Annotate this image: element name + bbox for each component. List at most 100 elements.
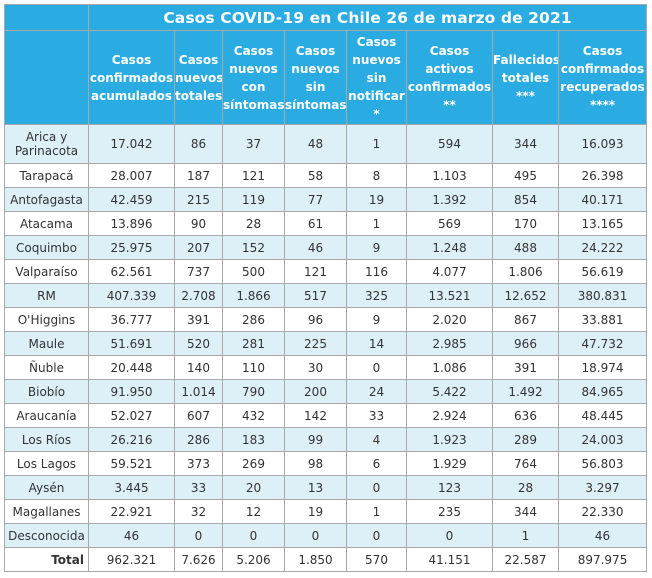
region-name: Magallanes [4, 499, 89, 524]
table-row: O'Higgins 36.777 391 286 96 9 2.020 867 33.881 [4, 307, 648, 332]
table-cell: 520 [174, 331, 223, 356]
table-row: Araucanía 52.027 607 432 142 33 2.924 636 48.445 [4, 403, 648, 428]
table-row: Los Lagos 59.521 373 269 98 6 1.929 764 56.803 [4, 451, 648, 476]
table-cell: 86 [174, 124, 223, 164]
table-row: Antofagasta 42.459 215 119 77 19 1.392 854 40.17… [4, 187, 648, 212]
table-cell: 13.896 [88, 211, 175, 236]
total-cell: 1.850 [284, 547, 347, 572]
table-body: Arica y Parinacota 17.042 86 37 48 1 594 344 16.… [4, 124, 648, 548]
table-cell: 19 [346, 187, 407, 212]
table-cell: 0 [346, 475, 407, 500]
table-row: Magallanes 22.921 32 12 19 1 235 344 22.330 [4, 499, 648, 524]
table-cell: 0 [406, 523, 493, 548]
table-cell: 380.831 [557, 283, 648, 308]
table-cell: 26.216 [88, 427, 175, 452]
table-cell: 5.422 [406, 379, 493, 404]
table-cell: 1 [346, 124, 407, 164]
table-cell: 96 [284, 307, 347, 332]
table-cell: 1 [346, 211, 407, 236]
table-cell: 28 [492, 475, 559, 500]
table-cell: 13.521 [406, 283, 493, 308]
table-cell: 17.042 [88, 124, 175, 164]
table-cell: 207 [174, 235, 223, 260]
table-cell: 391 [174, 307, 223, 332]
table-cell: 90 [174, 211, 223, 236]
table-cell: 0 [174, 523, 223, 548]
table-cell: 488 [492, 235, 559, 260]
total-cell: 897.975 [557, 547, 648, 572]
table-cell: 47.732 [557, 331, 648, 356]
table-cell: 1.866 [222, 283, 285, 308]
table-cell: 500 [222, 259, 285, 284]
table-cell: 24.222 [557, 235, 648, 260]
table-cell: 183 [222, 427, 285, 452]
table-cell: 30 [284, 355, 347, 380]
region-name: Los Ríos [4, 427, 89, 452]
table-cell: 46 [284, 235, 347, 260]
table-cell: 737 [174, 259, 223, 284]
table-cell: 407.339 [88, 283, 175, 308]
table-cell: 37 [222, 124, 285, 164]
table-cell: 607 [174, 403, 223, 428]
table-cell: 281 [222, 331, 285, 356]
total-cell: 7.626 [174, 547, 223, 572]
table-cell: 152 [222, 235, 285, 260]
table-row: Biobío 91.950 1.014 790 200 24 5.422 1.492 84.96… [4, 379, 648, 404]
table-cell: 215 [174, 187, 223, 212]
region-name: Tarapacá [4, 163, 89, 188]
table-cell: 46 [557, 523, 648, 548]
table-cell: 966 [492, 331, 559, 356]
table-cell: 289 [492, 427, 559, 452]
table-cell: 77 [284, 187, 347, 212]
table-row: Ñuble 20.448 140 110 30 0 1.086 391 18.974 [4, 355, 648, 380]
table-cell: 22.330 [557, 499, 648, 524]
region-name: RM [4, 283, 89, 308]
table-cell: 764 [492, 451, 559, 476]
table-cell: 2.924 [406, 403, 493, 428]
table-cell: 2.985 [406, 331, 493, 356]
table-cell: 432 [222, 403, 285, 428]
header-confirmados-acumulados: Casos confirmados acumulados [88, 30, 175, 125]
covid-table-container: Casos COVID-19 en Chile 26 de marzo de 2… [4, 4, 648, 574]
table-cell: 286 [222, 307, 285, 332]
table-row: Aysén 3.445 33 20 13 0 123 28 3.297 [4, 475, 648, 500]
table-row: Valparaíso 62.561 737 500 121 116 4.077 1.806 56… [4, 259, 648, 284]
table-cell: 13 [284, 475, 347, 500]
region-name: Valparaíso [4, 259, 89, 284]
table-cell: 0 [346, 355, 407, 380]
table-cell: 4 [346, 427, 407, 452]
table-cell: 235 [406, 499, 493, 524]
table-cell: 19 [284, 499, 347, 524]
table-cell: 48.445 [557, 403, 648, 428]
header-confirmados-recuperados: Casos confirmados recuperados **** [557, 30, 648, 125]
total-label: Total [4, 547, 89, 572]
table-cell: 9 [346, 235, 407, 260]
table-cell: 48 [284, 124, 347, 164]
table-cell: 12.652 [492, 283, 559, 308]
table-cell: 594 [406, 124, 493, 164]
table-cell: 344 [492, 499, 559, 524]
table-cell: 56.619 [557, 259, 648, 284]
table-cell: 33.881 [557, 307, 648, 332]
table-cell: 1.923 [406, 427, 493, 452]
table-cell: 33 [174, 475, 223, 500]
header-row: Casos confirmados acumulados Casos nuevo… [4, 30, 648, 125]
table-cell: 2.708 [174, 283, 223, 308]
table-cell: 517 [284, 283, 347, 308]
table-row: Coquimbo 25.975 207 152 46 9 1.248 488 24.222 [4, 235, 648, 260]
total-cell: 5.206 [222, 547, 285, 572]
table-row: RM 407.339 2.708 1.866 517 325 13.521 12.652 380… [4, 283, 648, 308]
table-cell: 0 [284, 523, 347, 548]
header-activos-confirmados: Casos activos confirmados ** [406, 30, 493, 125]
table-cell: 121 [222, 163, 285, 188]
table-cell: 59.521 [88, 451, 175, 476]
table-cell: 119 [222, 187, 285, 212]
table-cell: 98 [284, 451, 347, 476]
table-cell: 58 [284, 163, 347, 188]
table-cell: 1.103 [406, 163, 493, 188]
table-cell: 4.077 [406, 259, 493, 284]
table-cell: 22.921 [88, 499, 175, 524]
header-nuevos-sin-sintomas: Casos nuevos sin síntomas [284, 30, 347, 125]
region-name: Desconocida [4, 523, 89, 548]
header-fallecidos-totales: Fallecidos totales *** [492, 30, 559, 125]
